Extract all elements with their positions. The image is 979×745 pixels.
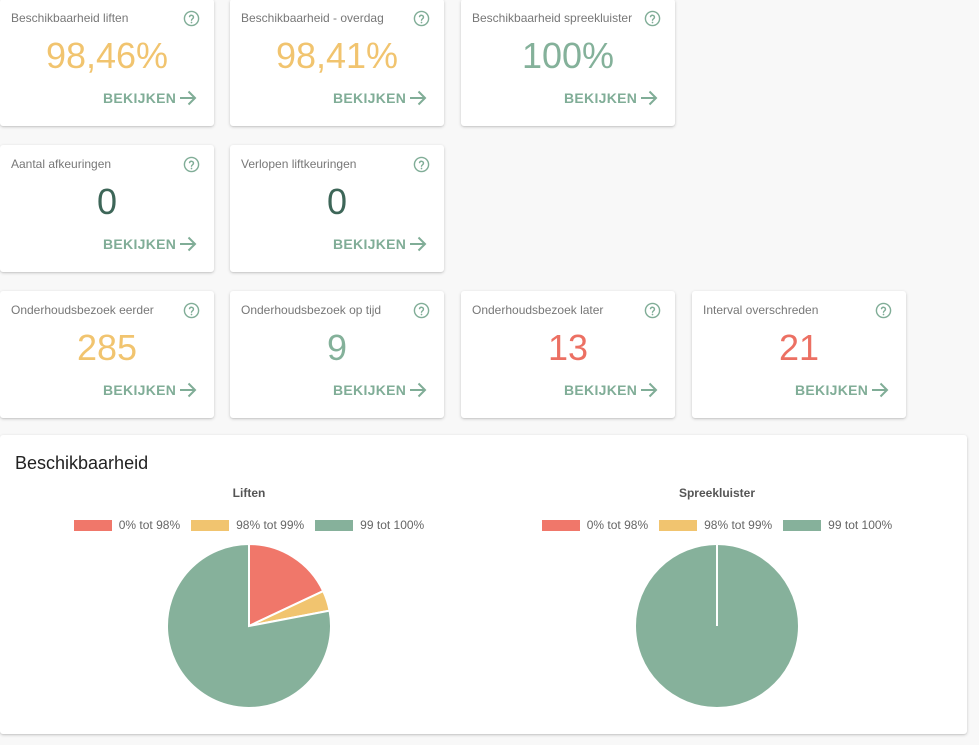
- card-title: Beschikbaarheid spreekluister: [472, 11, 633, 25]
- bekijken-button[interactable]: BEKIJKEN: [333, 382, 427, 398]
- legend-label: 98% tot 99%: [704, 518, 773, 532]
- bekijken-button[interactable]: BEKIJKEN: [103, 236, 197, 252]
- arrow-right-icon: [180, 90, 197, 106]
- card-title: Verlopen liftkeuringen: [241, 157, 357, 171]
- card-beschikbaarheid-liften: Beschikbaarheid liften 98,46% BEKIJKEN: [0, 0, 214, 126]
- card-onderhoudsbezoek-later: Onderhoudsbezoek later 13 BEKIJKEN: [461, 291, 675, 418]
- card-value: 98,46%: [45, 35, 169, 76]
- help-circle-icon[interactable]: [183, 302, 200, 319]
- card-interval-overschreden: Interval overschreden 21 BEKIJKEN: [692, 291, 906, 418]
- arrow-right-icon: [410, 236, 427, 252]
- card-title: Onderhoudsbezoek eerder: [11, 303, 154, 317]
- help-circle-icon[interactable]: [183, 10, 200, 27]
- help-circle-icon[interactable]: [644, 302, 661, 319]
- chart-title: Liften: [232, 486, 266, 500]
- card-title: Beschikbaarheid liften: [11, 11, 129, 25]
- bekijken-label: BEKIJKEN: [564, 90, 638, 106]
- help-circle-icon[interactable]: [183, 156, 200, 173]
- card-value: 285: [76, 327, 138, 368]
- help-circle-icon[interactable]: [875, 302, 892, 319]
- bekijken-label: BEKIJKEN: [333, 236, 407, 252]
- bekijken-button[interactable]: BEKIJKEN: [103, 382, 197, 398]
- card-value: 98,41%: [275, 35, 399, 76]
- legend-item[interactable]: 98% tot 99%: [191, 518, 304, 532]
- legend-swatch: [659, 519, 698, 531]
- bekijken-label: BEKIJKEN: [103, 236, 177, 252]
- arrow-right-icon: [641, 382, 658, 398]
- bekijken-label: BEKIJKEN: [333, 382, 407, 398]
- pie-slice[interactable]: [166, 542, 332, 709]
- card-value: 0: [96, 181, 118, 222]
- card-title: Beschikbaarheid - overdag: [241, 11, 384, 25]
- panel-title: Beschikbaarheid: [15, 453, 149, 473]
- arrow-right-icon: [410, 382, 427, 398]
- legend-swatch: [783, 519, 822, 531]
- legend-swatch: [73, 519, 112, 531]
- pie-slice[interactable]: [248, 542, 325, 628]
- help-circle-icon[interactable]: [644, 10, 661, 27]
- card-beschikbaarheid-spreekluister: Beschikbaarheid spreekluister 100% BEKIJ…: [461, 0, 675, 126]
- chart-legend: 0% tot 98% 98% tot 99% 99 tot 100%: [497, 518, 937, 532]
- bekijken-button[interactable]: BEKIJKEN: [795, 382, 889, 398]
- card-value: 21: [778, 327, 820, 368]
- legend-label: 0% tot 98%: [586, 518, 649, 532]
- card-aantal-afkeuringen: Aantal afkeuringen 0 BEKIJKEN: [0, 145, 214, 272]
- bekijken-button[interactable]: BEKIJKEN: [333, 236, 427, 252]
- legend-swatch: [191, 519, 230, 531]
- pie-liften: [166, 542, 332, 709]
- chart-liften: Liften 0% tot 98% 98% tot 99% 99 tot 100…: [29, 435, 469, 734]
- help-circle-icon[interactable]: [413, 156, 430, 173]
- card-onderhoudsbezoek-op-tijd: Onderhoudsbezoek op tijd 9 BEKIJKEN: [230, 291, 444, 418]
- legend-item[interactable]: 98% tot 99%: [659, 518, 772, 532]
- legend-label: 99 tot 100%: [828, 518, 893, 532]
- card-title: Onderhoudsbezoek op tijd: [241, 303, 382, 317]
- arrow-right-icon: [872, 382, 889, 398]
- pie-spreekluister: [634, 543, 800, 709]
- bekijken-button[interactable]: BEKIJKEN: [564, 382, 658, 398]
- arrow-right-icon: [180, 236, 197, 252]
- card-title: Onderhoudsbezoek later: [472, 303, 604, 317]
- card-value: 0: [326, 181, 348, 222]
- legend-item[interactable]: 99 tot 100%: [783, 518, 892, 532]
- arrow-right-icon: [180, 382, 197, 398]
- bekijken-button[interactable]: BEKIJKEN: [333, 90, 427, 106]
- card-value: 100%: [521, 35, 615, 76]
- chart-legend: 0% tot 98% 98% tot 99% 99 tot 100%: [29, 518, 469, 532]
- legend-label: 99 tot 100%: [360, 518, 425, 532]
- legend-label: 98% tot 99%: [236, 518, 305, 532]
- bekijken-label: BEKIJKEN: [564, 382, 638, 398]
- bekijken-label: BEKIJKEN: [103, 90, 177, 106]
- card-value: 13: [547, 327, 589, 368]
- legend-swatch: [315, 519, 354, 531]
- chart-title: Spreekluister: [678, 486, 756, 500]
- card-verlopen-liftkeuringen: Verlopen liftkeuringen 0 BEKIJKEN: [230, 145, 444, 272]
- chart-spreekluister: Spreekluister 0% tot 98% 98% tot 99% 99 …: [497, 435, 937, 734]
- legend-label: 0% tot 98%: [118, 518, 181, 532]
- card-beschikbaarheid-overdag: Beschikbaarheid - overdag 98,41% BEKIJKE…: [230, 0, 444, 126]
- legend-swatch: [541, 519, 580, 531]
- arrow-right-icon: [641, 90, 658, 106]
- help-circle-icon[interactable]: [413, 302, 430, 319]
- legend-item[interactable]: 0% tot 98%: [73, 518, 181, 532]
- bekijken-button[interactable]: BEKIJKEN: [103, 90, 197, 106]
- card-value: 9: [326, 327, 348, 368]
- legend-item[interactable]: 99 tot 100%: [315, 518, 424, 532]
- bekijken-button[interactable]: BEKIJKEN: [564, 90, 658, 106]
- bekijken-label: BEKIJKEN: [103, 382, 177, 398]
- card-title: Aantal afkeuringen: [11, 157, 112, 171]
- card-title: Interval overschreden: [703, 303, 819, 317]
- card-onderhoudsbezoek-eerder: Onderhoudsbezoek eerder 285 BEKIJKEN: [0, 291, 214, 418]
- help-circle-icon[interactable]: [413, 10, 430, 27]
- bekijken-label: BEKIJKEN: [333, 90, 407, 106]
- bekijken-label: BEKIJKEN: [795, 382, 869, 398]
- arrow-right-icon: [410, 90, 427, 106]
- legend-item[interactable]: 0% tot 98%: [541, 518, 649, 532]
- beschikbaarheid-panel: Beschikbaarheid Liften 0% tot 98% 98% to…: [0, 435, 967, 734]
